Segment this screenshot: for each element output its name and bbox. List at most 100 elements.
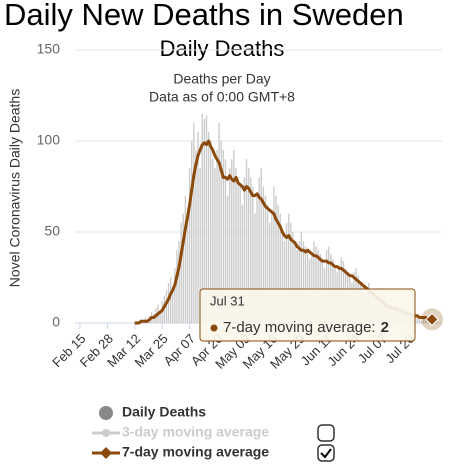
bar bbox=[420, 321, 423, 323]
chart-title: Daily Deaths bbox=[160, 36, 285, 61]
legend-symbol bbox=[99, 406, 113, 420]
bar bbox=[285, 222, 288, 323]
legend-checkbox[interactable] bbox=[317, 444, 335, 462]
bar bbox=[290, 222, 292, 323]
bar bbox=[186, 222, 189, 323]
bar bbox=[427, 321, 429, 323]
legend-checkbox[interactable] bbox=[317, 424, 335, 442]
tooltip-value: 2 bbox=[381, 319, 389, 336]
bar bbox=[325, 250, 328, 323]
bar bbox=[178, 241, 180, 323]
bar bbox=[424, 319, 427, 323]
bar bbox=[281, 232, 284, 323]
tooltip-title: Jul 31 bbox=[210, 293, 245, 308]
bar bbox=[237, 177, 239, 323]
y-tick-label: 0 bbox=[52, 314, 60, 330]
bar bbox=[266, 204, 269, 323]
bar bbox=[167, 282, 170, 323]
bar bbox=[207, 131, 210, 323]
legend-symbol bbox=[102, 429, 110, 437]
chart-subtitle: Data as of 0:00 GMT+8 bbox=[149, 89, 295, 105]
bar bbox=[191, 141, 193, 323]
bar bbox=[212, 159, 214, 323]
bar bbox=[224, 159, 227, 323]
bar bbox=[201, 113, 203, 323]
bar bbox=[174, 268, 176, 323]
bar bbox=[330, 253, 332, 323]
checkbox bbox=[317, 444, 335, 462]
y-tick-label: 150 bbox=[37, 41, 61, 57]
bar bbox=[273, 186, 275, 323]
bar bbox=[233, 150, 235, 323]
y-tick-label: 100 bbox=[37, 132, 61, 148]
y-axis-label: Novel Coronavirus Daily Deaths bbox=[7, 89, 23, 287]
bar bbox=[228, 168, 231, 323]
bar bbox=[302, 241, 305, 323]
bar bbox=[269, 222, 271, 323]
bar bbox=[328, 246, 330, 323]
tooltip-text: 7-day moving average: 2 bbox=[223, 319, 389, 336]
bar bbox=[180, 222, 182, 323]
bar bbox=[176, 250, 178, 323]
bar bbox=[258, 177, 260, 323]
bar bbox=[195, 150, 197, 323]
bar bbox=[209, 141, 212, 323]
bar bbox=[231, 159, 233, 323]
bar bbox=[172, 286, 174, 323]
bar bbox=[319, 253, 321, 323]
bar bbox=[264, 195, 267, 323]
bar bbox=[226, 195, 229, 323]
bar bbox=[250, 177, 252, 323]
bar bbox=[247, 168, 250, 323]
legend-item[interactable]: Daily Deaths bbox=[99, 404, 206, 420]
bar bbox=[199, 168, 201, 323]
bar bbox=[188, 168, 191, 323]
bar bbox=[216, 150, 218, 323]
bar bbox=[277, 204, 279, 323]
bar bbox=[298, 241, 300, 323]
bar bbox=[296, 250, 298, 323]
bar bbox=[169, 277, 172, 323]
bar bbox=[182, 213, 184, 323]
bar bbox=[271, 213, 273, 323]
page-title: Daily New Deaths in Sweden bbox=[4, 0, 404, 32]
bar bbox=[239, 186, 241, 323]
bar bbox=[283, 241, 286, 323]
tooltip-box bbox=[199, 288, 416, 342]
bar bbox=[159, 310, 161, 323]
bar bbox=[294, 241, 296, 323]
bar bbox=[254, 213, 256, 323]
legend-item[interactable]: 7-day moving average bbox=[92, 444, 269, 460]
bar bbox=[222, 150, 225, 323]
bar bbox=[317, 250, 319, 323]
bar bbox=[416, 317, 418, 323]
bar bbox=[220, 141, 222, 323]
bar bbox=[311, 253, 313, 323]
bar bbox=[256, 195, 258, 323]
legend-label: 3-day moving average bbox=[122, 424, 269, 440]
bar bbox=[241, 204, 243, 323]
y-tick-label: 50 bbox=[44, 223, 60, 239]
bar bbox=[252, 186, 254, 323]
checkmark bbox=[320, 448, 332, 459]
bar bbox=[262, 186, 265, 323]
bar bbox=[203, 119, 206, 323]
tooltip-dot bbox=[210, 324, 218, 332]
bar bbox=[287, 213, 290, 323]
tooltip-label: 7-day moving average: bbox=[223, 319, 376, 336]
bar bbox=[184, 195, 187, 323]
bar bbox=[165, 290, 168, 323]
bar bbox=[275, 195, 277, 323]
bar bbox=[304, 246, 307, 323]
bar bbox=[315, 246, 317, 323]
legend-symbol bbox=[100, 447, 112, 459]
bar bbox=[243, 177, 246, 323]
bar bbox=[418, 319, 421, 323]
bar bbox=[279, 213, 281, 323]
bar bbox=[197, 131, 199, 323]
bar bbox=[245, 159, 248, 323]
checkbox bbox=[317, 424, 335, 442]
bar bbox=[260, 168, 262, 323]
legend-item[interactable]: 3-day moving average bbox=[92, 424, 269, 440]
